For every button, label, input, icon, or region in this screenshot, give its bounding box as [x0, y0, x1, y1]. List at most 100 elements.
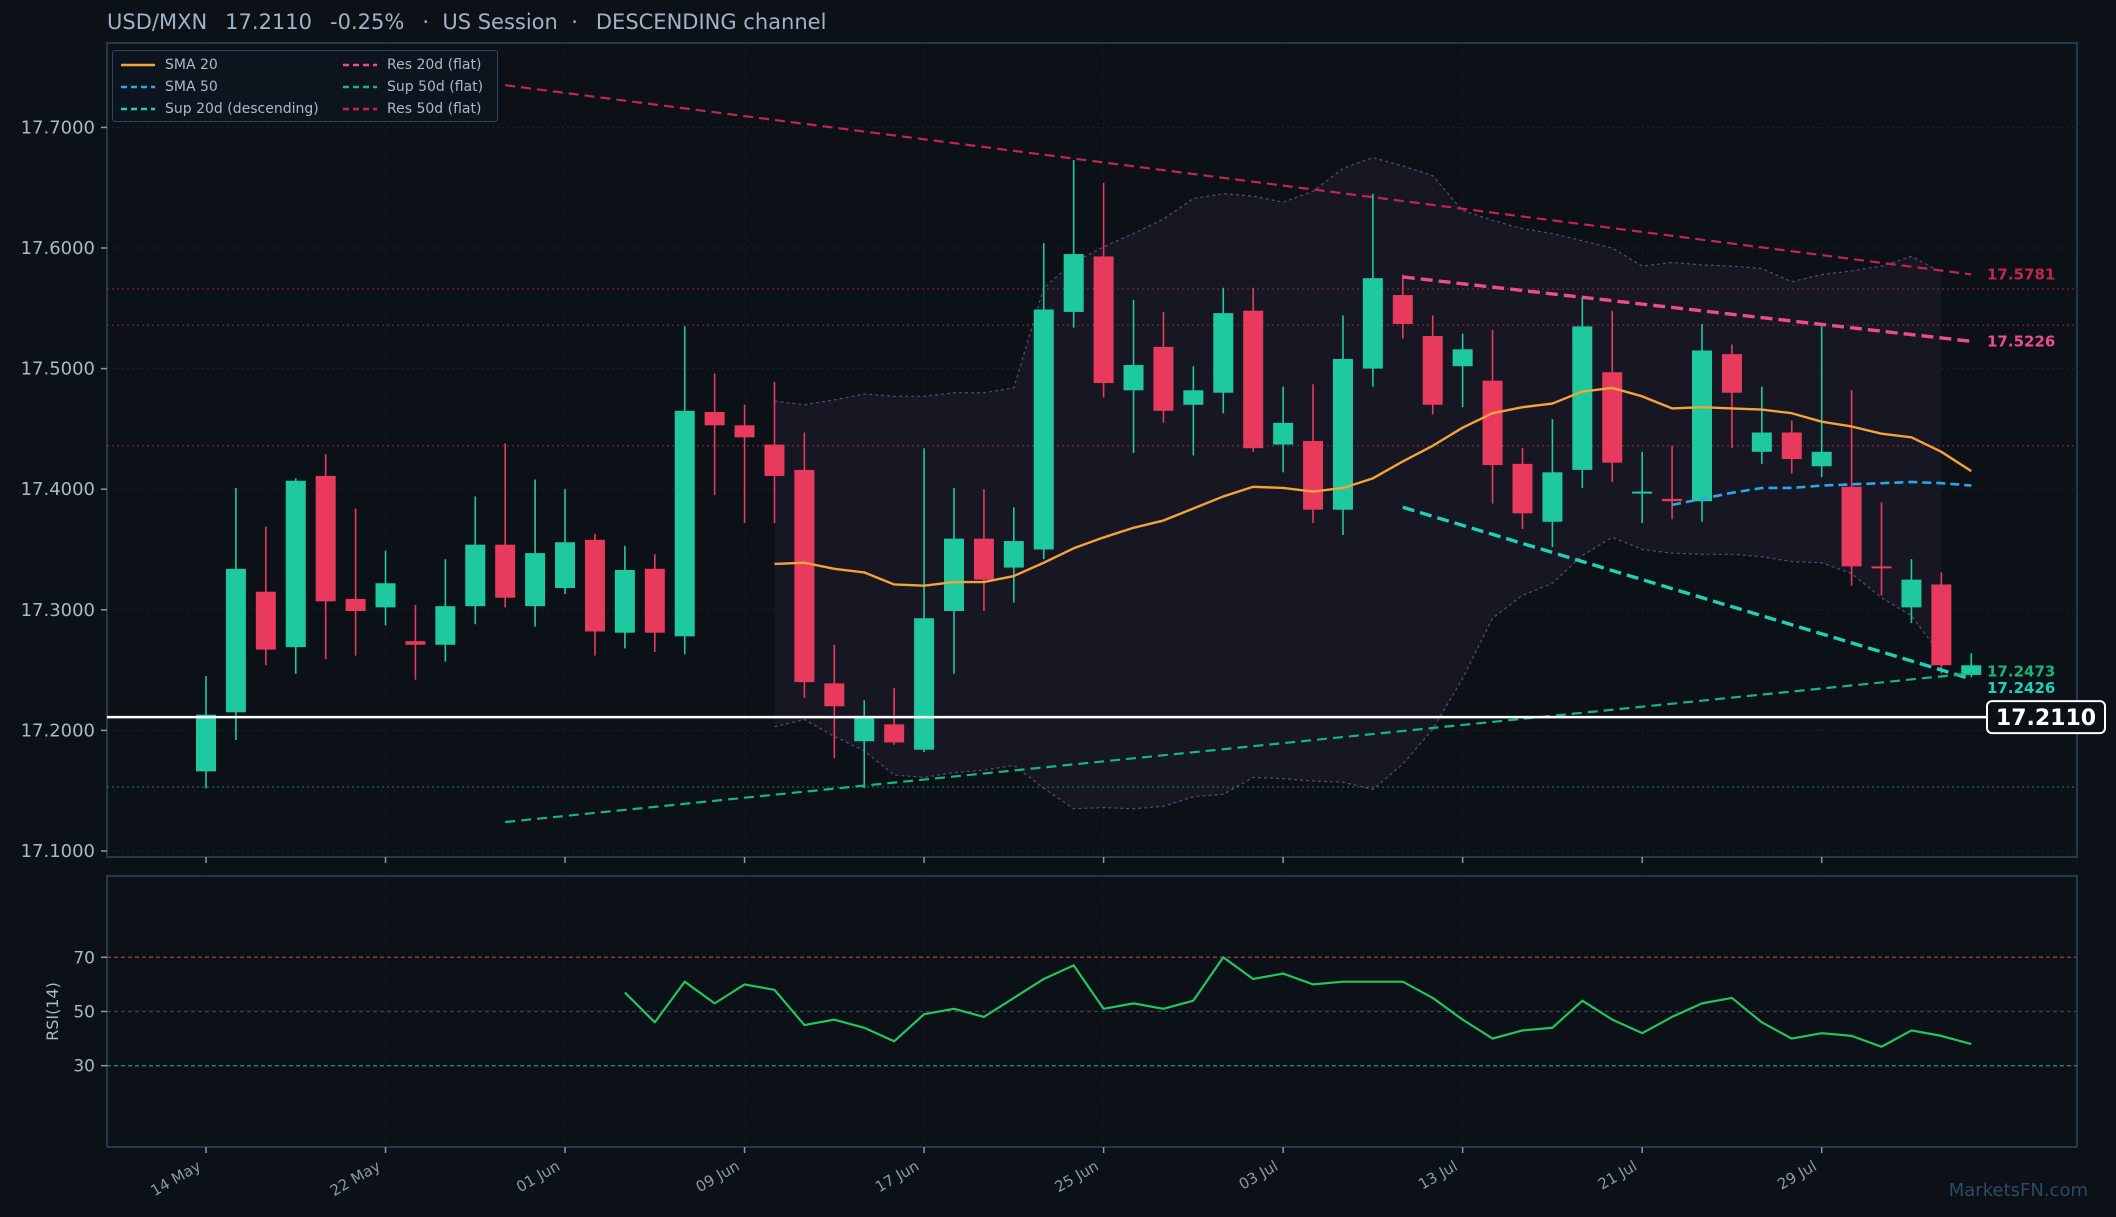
- candle: [1781, 420, 1802, 474]
- candle-body: [1093, 256, 1114, 384]
- candle-body: [465, 544, 486, 607]
- candle-body: [1811, 451, 1832, 467]
- candle-body: [1422, 336, 1443, 405]
- candle-body: [1751, 432, 1772, 452]
- candle: [584, 533, 605, 656]
- candle: [704, 373, 725, 496]
- candle-body: [1063, 254, 1084, 312]
- candle: [1003, 507, 1024, 603]
- price-tick-label: 17.6000: [21, 238, 95, 259]
- candle: [1123, 299, 1144, 454]
- candle: [1871, 502, 1892, 596]
- watermark: MarketsFN.com: [1948, 1180, 2088, 1201]
- sr-line: [505, 84, 1972, 276]
- candle-body: [225, 568, 246, 713]
- candle: [555, 489, 576, 595]
- candle: [1901, 559, 1922, 624]
- candle-body: [315, 475, 336, 602]
- candle-body: [614, 569, 635, 633]
- legend-swatch: [343, 85, 377, 89]
- candle-body: [914, 618, 935, 750]
- candle: [375, 550, 396, 626]
- candle: [1362, 193, 1383, 387]
- candle-body: [1213, 313, 1234, 393]
- candle: [196, 676, 216, 789]
- candle-body: [1542, 472, 1563, 522]
- x-tick-label: 03 Jul: [1236, 1157, 1281, 1194]
- candle-body: [1392, 295, 1413, 324]
- candle: [1692, 323, 1712, 522]
- candle: [255, 526, 276, 666]
- candle-body: [1332, 358, 1353, 510]
- candle: [1183, 366, 1204, 456]
- candle-body: [764, 444, 785, 476]
- candle: [944, 487, 964, 674]
- candle-body: [1452, 349, 1473, 367]
- candle-body: [1362, 278, 1383, 369]
- candle: [1422, 315, 1443, 415]
- candle: [614, 545, 635, 649]
- sr-line: [505, 672, 1972, 824]
- candle: [315, 454, 336, 660]
- x-tick-label: 21 Jul: [1595, 1157, 1640, 1194]
- candle-body: [794, 469, 815, 683]
- price-tick-label: 17.4000: [21, 479, 95, 500]
- legend-swatch: [343, 63, 377, 67]
- candle-body: [734, 425, 755, 438]
- candle-body: [824, 683, 845, 707]
- candle: [824, 644, 845, 759]
- candle-body: [1303, 440, 1324, 510]
- candle: [1243, 287, 1264, 452]
- sr-level-label: 17.5781: [1987, 265, 2055, 283]
- x-tick-label: 25 Jun: [1052, 1157, 1102, 1196]
- candle: [973, 489, 994, 611]
- sma50-line: [1671, 480, 1972, 507]
- legend-entry: Res 50d (flat): [343, 101, 481, 117]
- candle-body: [1871, 566, 1892, 569]
- legend-entry: Sup 50d (flat): [343, 79, 483, 95]
- chart-header: USD/MXN 17.2110 -0.25% · US Session · DESCEN…: [107, 10, 844, 34]
- symbol-label: USD/MXN: [107, 10, 208, 34]
- legend-entry: Sup 20d (descending): [121, 101, 319, 117]
- candle: [435, 559, 456, 662]
- candle: [1392, 274, 1413, 339]
- candle-body: [1123, 364, 1144, 391]
- candle-body: [405, 641, 426, 645]
- candle: [1452, 333, 1473, 408]
- x-tick-label: 29 Jul: [1774, 1157, 1819, 1194]
- x-tick-label: 14 May: [147, 1157, 204, 1200]
- rsi-line: [624, 956, 1972, 1048]
- sr-line: [1402, 275, 1972, 344]
- candle: [1721, 344, 1742, 449]
- candle: [525, 479, 546, 627]
- legend-swatch: [121, 63, 155, 67]
- candle: [1961, 653, 1982, 678]
- candle-body: [704, 412, 725, 426]
- candle-body: [555, 542, 576, 589]
- sma20-line: [774, 386, 1972, 587]
- sr-line: [1402, 505, 1972, 681]
- price-label: 17.2110: [225, 10, 313, 34]
- candle-body: [854, 715, 875, 742]
- rsi-tick-label: 70: [73, 948, 95, 968]
- candle-body: [1602, 372, 1623, 463]
- candle-body: [435, 606, 456, 645]
- legend-swatch: [121, 85, 155, 89]
- candle: [285, 478, 306, 674]
- candle: [225, 487, 246, 741]
- legend-label: Res 50d (flat): [387, 101, 482, 117]
- candle: [1512, 448, 1533, 529]
- change-label: -0.25%: [330, 10, 405, 34]
- candle-body: [1482, 380, 1503, 466]
- candle-body: [1632, 491, 1653, 494]
- candle-body: [1931, 584, 1952, 666]
- candle-body: [375, 583, 396, 608]
- candle-body: [973, 538, 994, 580]
- candle-body: [1003, 541, 1024, 568]
- candle-body: [1153, 346, 1174, 411]
- x-tick-label: 22 May: [327, 1157, 384, 1200]
- x-tick-label: 17 Jun: [872, 1157, 922, 1196]
- current-price-label: 17.2110: [1996, 706, 2096, 731]
- candle: [1482, 330, 1503, 504]
